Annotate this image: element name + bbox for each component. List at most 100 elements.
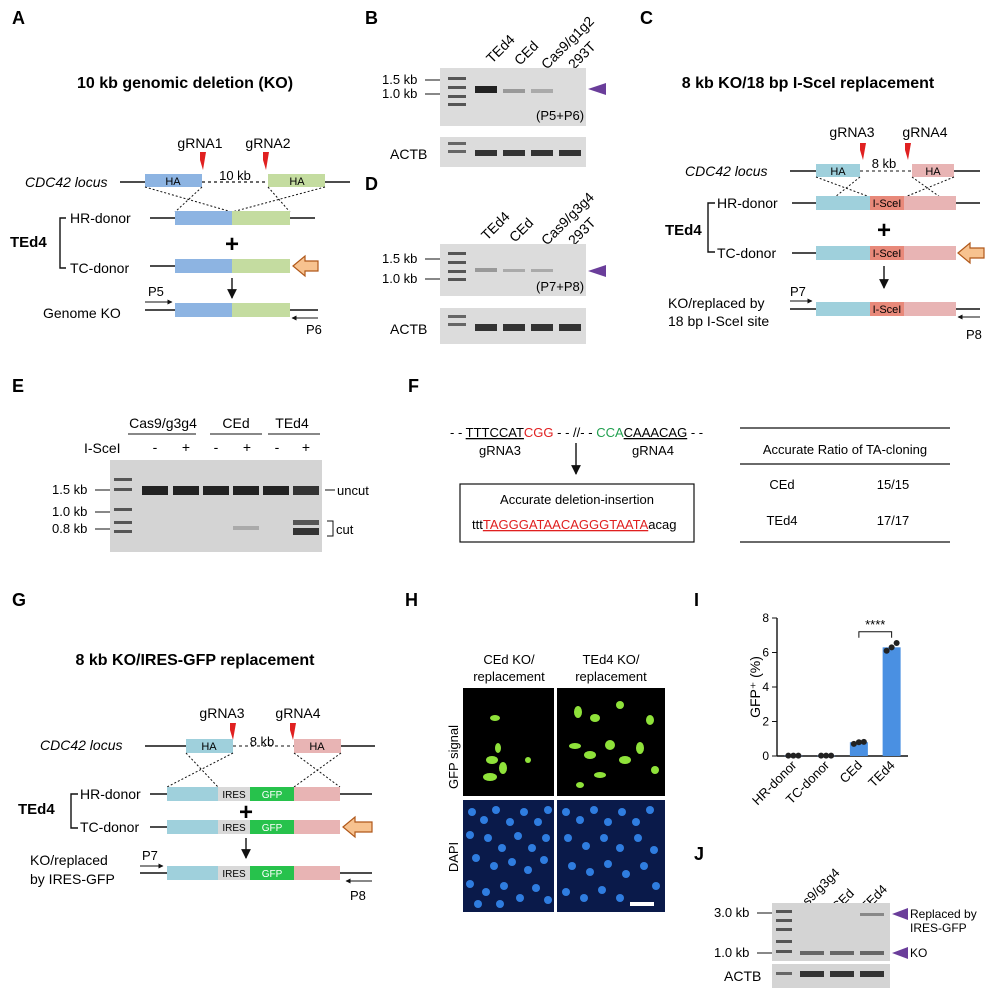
hr-donor-right <box>232 211 290 225</box>
gfp-hr <box>250 787 294 801</box>
panel-e-letter: E <box>12 376 24 396</box>
band-j-cas9-ko <box>800 951 824 955</box>
isce-tc-label: I-SceI <box>873 248 902 260</box>
band-j-ted4-ko <box>860 951 884 955</box>
locus-label: CDC42 locus <box>25 174 107 190</box>
scale-bar <box>630 902 654 906</box>
col2-b: replacement <box>575 669 647 684</box>
band-e-uncut-2 <box>173 486 199 495</box>
cut-label: cut <box>336 522 354 537</box>
table-row-1-ratio: 15/15 <box>877 477 910 492</box>
bar <box>882 647 901 756</box>
grna2-cut-marker <box>263 152 269 170</box>
ires-tc-label: IRES <box>222 823 246 834</box>
box-post: acag <box>648 517 676 532</box>
svg-text:tttTAGGGATAACAGGGTAATAacag: tttTAGGGATAACAGGGTAATAacag <box>472 517 676 532</box>
isce-ko <box>870 302 904 316</box>
triangle-j-2 <box>892 947 908 959</box>
gfp-image-ced <box>463 688 554 796</box>
band-e-uncut-1 <box>142 486 168 495</box>
hr-donor-left <box>175 211 232 225</box>
ha-left-c <box>816 164 860 177</box>
hr-donor-c: HR-donor <box>717 195 778 211</box>
marker-j-2: 1.0 kb <box>714 945 749 960</box>
gap-label: 10 kb <box>219 168 251 183</box>
data-point <box>850 740 857 747</box>
ko-label-g-1: KO/replaced <box>30 852 108 868</box>
data-point <box>855 739 862 746</box>
ires-hr-label: IRES <box>222 790 246 801</box>
table-header: Accurate Ratio of TA-cloning <box>763 442 927 457</box>
panel-g-letter: G <box>12 590 26 610</box>
x-tick-label: TEd4 <box>865 758 898 791</box>
ko-label-c-2: 18 bp I-SceI site <box>668 313 769 329</box>
repl-label-2: IRES-GFP <box>910 921 967 935</box>
ko-label-g-2: by IRES-GFP <box>30 871 115 887</box>
panel-c-title: 8 kb KO/18 bp I-SceI replacement <box>682 75 935 92</box>
ha-left-g-label: HA <box>201 741 217 753</box>
col1-a: CEd KO/ <box>483 652 535 667</box>
panel-j: J Cas9/g3g4 CEd TEd4 3.0 kb 1.0 kb Repla… <box>694 844 977 988</box>
table-row-2-ratio: 17/17 <box>877 513 910 528</box>
ha-right-label: HA <box>289 176 305 188</box>
group-label-c: TEd4 <box>665 222 702 239</box>
tc-donor-label: TC-donor <box>70 260 129 276</box>
x-tick-label: CEd <box>837 758 865 786</box>
lane-label-b-1: TEd4 <box>483 31 518 66</box>
grna3-cut-g <box>230 723 236 740</box>
data-point <box>828 752 835 759</box>
triangle-b <box>588 83 606 95</box>
actb-d: ACTB <box>390 321 427 337</box>
panel-d: D TEd4 CEd Cas9/g3g4 293T 1.5 kb 1.0 kb … <box>365 174 606 344</box>
sign-4: + <box>243 439 251 455</box>
group-e-1: Cas9/g3g4 <box>129 415 197 431</box>
ires-ko-label: IRES <box>222 869 246 880</box>
panel-f: F - - TTTCCATCGG - - //- - CCACAAACAG - … <box>408 376 950 543</box>
actb-b: ACTB <box>390 146 427 162</box>
grna3-label-c: gRNA3 <box>829 124 874 140</box>
p7-label-g: P7 <box>142 848 158 863</box>
band-d-ted4 <box>475 268 497 272</box>
y-tick-label: 4 <box>762 680 769 694</box>
band-e-uncut-3 <box>203 486 229 495</box>
data-point <box>823 752 830 759</box>
ha-right-c-label: HA <box>925 166 941 178</box>
primers-d: (P7+P8) <box>536 279 584 294</box>
band-e-cut-ced <box>233 526 259 530</box>
band-b-cas9 <box>531 89 553 93</box>
panel-f-letter: F <box>408 376 419 396</box>
seq-dash-left: - - <box>450 425 462 440</box>
table-row-1-name: CEd <box>769 477 794 492</box>
band-b-ced <box>503 89 525 93</box>
seq-dash-right: - - <box>691 425 703 440</box>
marker-e-3: 0.8 kb <box>52 521 87 536</box>
grna4-cut-c <box>905 143 911 160</box>
band-d-cas9 <box>531 269 553 272</box>
dapi-image-ted4 <box>557 800 665 912</box>
primers-b: (P5+P6) <box>536 108 584 123</box>
y-tick-label: 6 <box>762 646 769 660</box>
isce-hr-label: I-SceI <box>873 198 902 210</box>
sign-5: - <box>275 439 280 455</box>
grna3-label-g: gRNA3 <box>199 705 244 721</box>
sign-1: - <box>153 439 158 455</box>
ko-label-c-1: KO/replaced by <box>668 295 765 311</box>
panel-g: G 8 kb KO/IRES-GFP replacement gRNA3 gRN… <box>12 590 375 903</box>
grna3-label-f: gRNA3 <box>479 443 521 458</box>
box-title: Accurate deletion-insertion <box>500 492 654 507</box>
data-point <box>893 640 900 647</box>
panel-b: B TEd4 CEd Cas9/g1g2 293T 1.5 kb 1.0 kb … <box>365 8 606 167</box>
gap-label-g: 8 kb <box>250 734 275 749</box>
marker-b-2: 1.0 kb <box>382 86 417 101</box>
group-label-g: TEd4 <box>18 801 55 818</box>
band-j-ced-ko <box>830 951 854 955</box>
sign-3: - <box>214 439 219 455</box>
uncut-label: uncut <box>337 483 369 498</box>
p8-label-c: P8 <box>966 327 982 342</box>
enzyme-label: I-SceI <box>84 440 121 456</box>
tc-arrow-c <box>957 241 985 265</box>
gap-label-c: 8 kb <box>872 156 897 171</box>
sign-6: + <box>302 439 310 455</box>
panel-j-letter: J <box>694 844 704 864</box>
